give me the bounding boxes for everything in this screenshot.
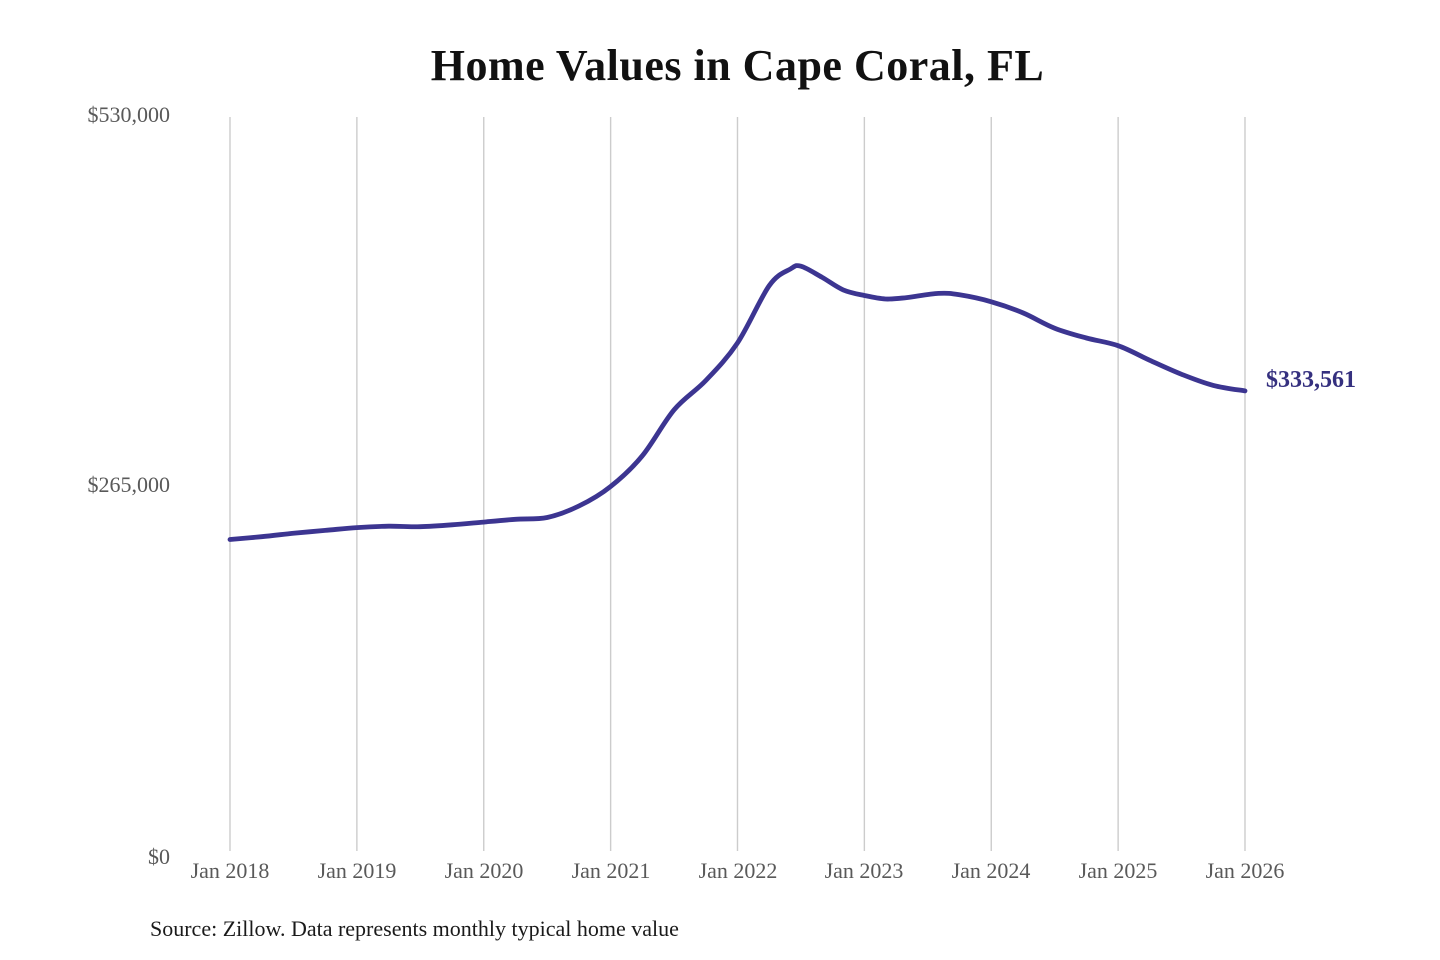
- end-value-label: $333,561: [1266, 367, 1356, 393]
- x-axis-tick-label: Jan 2025: [1078, 858, 1158, 883]
- x-axis-tick-label: Jan 2022: [698, 858, 778, 883]
- y-axis-tick-label: $0: [148, 844, 170, 869]
- x-axis-tick-label: Jan 2026: [1205, 858, 1285, 883]
- x-axis-tick-label: Jan 2018: [190, 858, 270, 883]
- x-axis-tick-label: Jan 2020: [444, 858, 524, 883]
- chart-title: Home Values in Cape Coral, FL: [430, 41, 1045, 90]
- y-axis-tick-label: $265,000: [87, 472, 171, 497]
- x-axis-tick-label: Jan 2024: [951, 858, 1031, 883]
- x-axis-tick-label: Jan 2021: [571, 858, 651, 883]
- x-axis-tick-label: Jan 2019: [317, 858, 397, 883]
- y-axis-tick-label: $530,000: [87, 102, 171, 127]
- home-value-line: [227, 263, 1248, 542]
- gridline-group: [229, 117, 1246, 851]
- x-axis-tick-label: Jan 2023: [824, 858, 904, 883]
- source-note: Source: Zillow. Data represents monthly …: [150, 916, 679, 941]
